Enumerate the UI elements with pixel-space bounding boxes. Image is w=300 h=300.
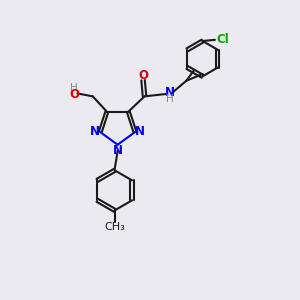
- Text: N: N: [165, 86, 175, 99]
- Text: N: N: [135, 125, 145, 138]
- Text: Cl: Cl: [216, 33, 229, 46]
- Text: N: N: [112, 144, 123, 157]
- Text: N: N: [90, 125, 100, 138]
- Text: H: H: [70, 83, 78, 93]
- Text: CH₃: CH₃: [104, 222, 125, 232]
- Text: O: O: [138, 69, 148, 82]
- Text: O: O: [69, 88, 79, 101]
- Text: H: H: [166, 94, 174, 104]
